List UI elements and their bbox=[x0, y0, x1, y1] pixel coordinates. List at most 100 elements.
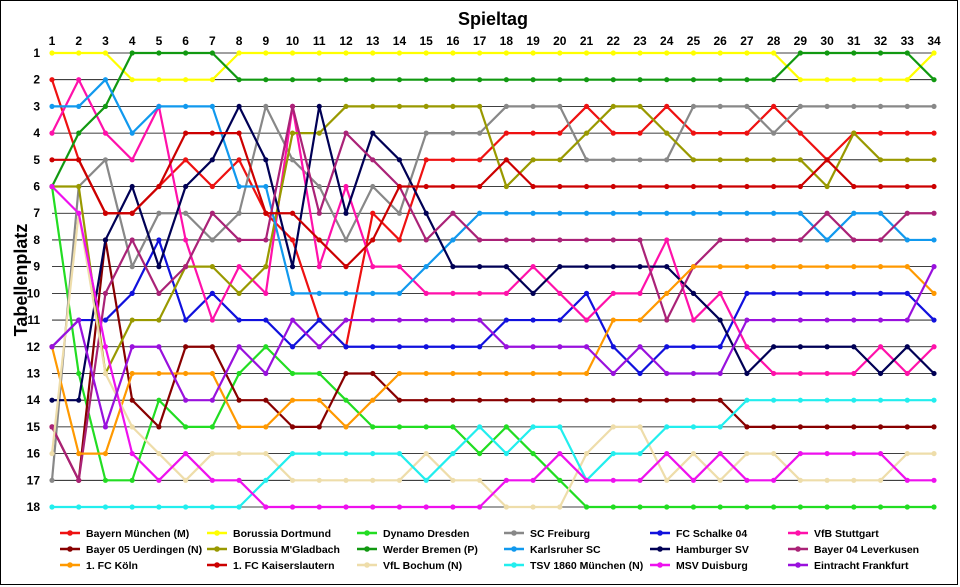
data-point bbox=[316, 210, 322, 216]
data-point bbox=[183, 183, 189, 190]
data-point bbox=[824, 290, 830, 296]
data-point bbox=[877, 103, 884, 110]
data-point bbox=[503, 210, 509, 216]
data-point bbox=[477, 103, 483, 110]
data-point bbox=[503, 450, 509, 457]
data-point bbox=[49, 504, 55, 510]
data-point bbox=[396, 450, 403, 457]
legend-label: Karlsruher SC bbox=[530, 544, 601, 556]
data-point bbox=[690, 50, 697, 56]
legend-label: Bayern München (M) bbox=[86, 528, 189, 540]
data-point bbox=[102, 50, 109, 56]
data-point bbox=[664, 130, 670, 136]
data-point bbox=[129, 504, 135, 510]
data-point bbox=[209, 477, 215, 483]
legend-label: Borussia M'Gladbach bbox=[233, 544, 340, 556]
data-point bbox=[664, 370, 670, 377]
data-point bbox=[209, 157, 215, 163]
data-point bbox=[343, 237, 349, 243]
data-point bbox=[289, 424, 296, 430]
data-point bbox=[209, 103, 215, 110]
data-point bbox=[316, 264, 322, 270]
data-point bbox=[610, 237, 616, 243]
series-6 bbox=[49, 237, 937, 483]
data-point bbox=[76, 370, 82, 377]
data-point bbox=[904, 424, 910, 430]
data-point bbox=[904, 157, 910, 163]
data-point bbox=[183, 237, 189, 243]
series-line bbox=[50, 105, 934, 481]
data-point bbox=[824, 77, 830, 83]
data-point bbox=[49, 157, 55, 163]
data-point bbox=[717, 370, 723, 377]
data-point bbox=[423, 397, 429, 403]
data-point bbox=[557, 504, 563, 510]
data-point bbox=[637, 157, 643, 163]
data-point bbox=[583, 477, 590, 483]
data-point bbox=[129, 370, 135, 377]
data-point bbox=[877, 424, 884, 430]
data-point bbox=[156, 210, 162, 216]
data-point bbox=[583, 264, 590, 270]
data-point bbox=[797, 317, 803, 323]
data-point bbox=[370, 210, 376, 216]
data-point bbox=[583, 183, 590, 190]
data-point bbox=[156, 183, 162, 190]
data-point bbox=[824, 504, 830, 510]
data-point bbox=[690, 103, 697, 110]
data-point bbox=[690, 317, 697, 323]
x-tick-label: 13 bbox=[366, 34, 380, 48]
data-point bbox=[343, 397, 349, 403]
data-point bbox=[49, 183, 55, 190]
data-point bbox=[557, 290, 563, 296]
data-point bbox=[396, 210, 403, 216]
data-point bbox=[851, 477, 857, 483]
data-point bbox=[129, 264, 135, 270]
data-point bbox=[503, 264, 509, 270]
data-point bbox=[316, 130, 322, 136]
y-tick-label: 11 bbox=[27, 313, 40, 327]
data-point bbox=[637, 183, 643, 190]
data-point bbox=[530, 424, 536, 430]
series-8 bbox=[49, 50, 937, 190]
data-point bbox=[530, 50, 536, 56]
data-point bbox=[717, 397, 723, 403]
data-point bbox=[343, 504, 349, 510]
data-point bbox=[664, 77, 670, 83]
data-point bbox=[129, 424, 135, 430]
legend-marker bbox=[657, 530, 663, 536]
data-point bbox=[209, 50, 215, 56]
data-point bbox=[289, 50, 296, 56]
data-point bbox=[583, 103, 590, 110]
data-point bbox=[744, 77, 750, 83]
legend-item: VfB Stuttgart bbox=[788, 528, 879, 540]
data-point bbox=[263, 50, 269, 56]
data-point bbox=[664, 157, 670, 163]
data-point bbox=[477, 130, 483, 136]
series-10 bbox=[49, 103, 937, 403]
data-point bbox=[316, 504, 322, 510]
data-point bbox=[797, 264, 803, 270]
data-point bbox=[637, 317, 643, 323]
data-point bbox=[503, 477, 509, 483]
data-point bbox=[129, 130, 135, 136]
legend-item: TSV 1860 München (N) bbox=[504, 560, 643, 572]
legend-item: 1. FC Köln bbox=[60, 560, 138, 572]
data-point bbox=[744, 477, 750, 483]
data-point bbox=[610, 344, 616, 350]
data-point bbox=[583, 157, 590, 163]
data-point bbox=[824, 237, 830, 243]
data-point bbox=[931, 50, 937, 56]
legend-item: 1. FC Kaiserslautern bbox=[207, 560, 335, 572]
data-point bbox=[503, 344, 509, 350]
data-point bbox=[183, 397, 189, 403]
data-point bbox=[583, 210, 590, 216]
data-point bbox=[771, 317, 777, 323]
data-point bbox=[503, 504, 509, 510]
y-tick-label: 18 bbox=[27, 500, 41, 514]
data-point bbox=[931, 370, 937, 377]
legend-item: Bayer 05 Uerdingen (N) bbox=[60, 544, 202, 556]
data-point bbox=[156, 50, 162, 56]
data-point bbox=[771, 210, 777, 216]
